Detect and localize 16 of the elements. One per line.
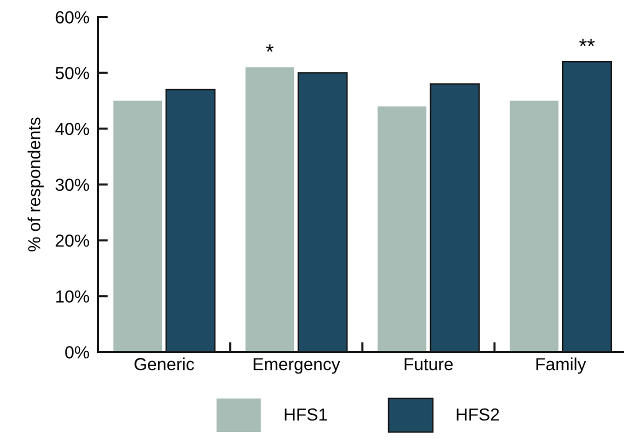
y-tick-label: 20% (56, 234, 90, 247)
y-tick-label: 10% (56, 290, 90, 303)
x-tick-label: Emergency (254, 358, 340, 374)
x-tick-label: Family (536, 358, 586, 374)
x-tick-label: Generic (134, 358, 194, 370)
y-tick-label: 60% (56, 11, 90, 24)
y-tick-label: 50% (56, 67, 90, 80)
annotation: ** (579, 38, 595, 46)
y-axis-title: % of respondents (28, 118, 44, 252)
legend-label: HFS2 (456, 408, 499, 421)
x-tick-label: Future (404, 358, 453, 370)
y-tick-label: 30% (56, 178, 90, 191)
y-tick-label: 40% (55, 122, 90, 136)
annotation: * (266, 44, 274, 52)
y-tick-label: 0% (65, 346, 90, 358)
legend-label: HFS1 (284, 408, 327, 421)
